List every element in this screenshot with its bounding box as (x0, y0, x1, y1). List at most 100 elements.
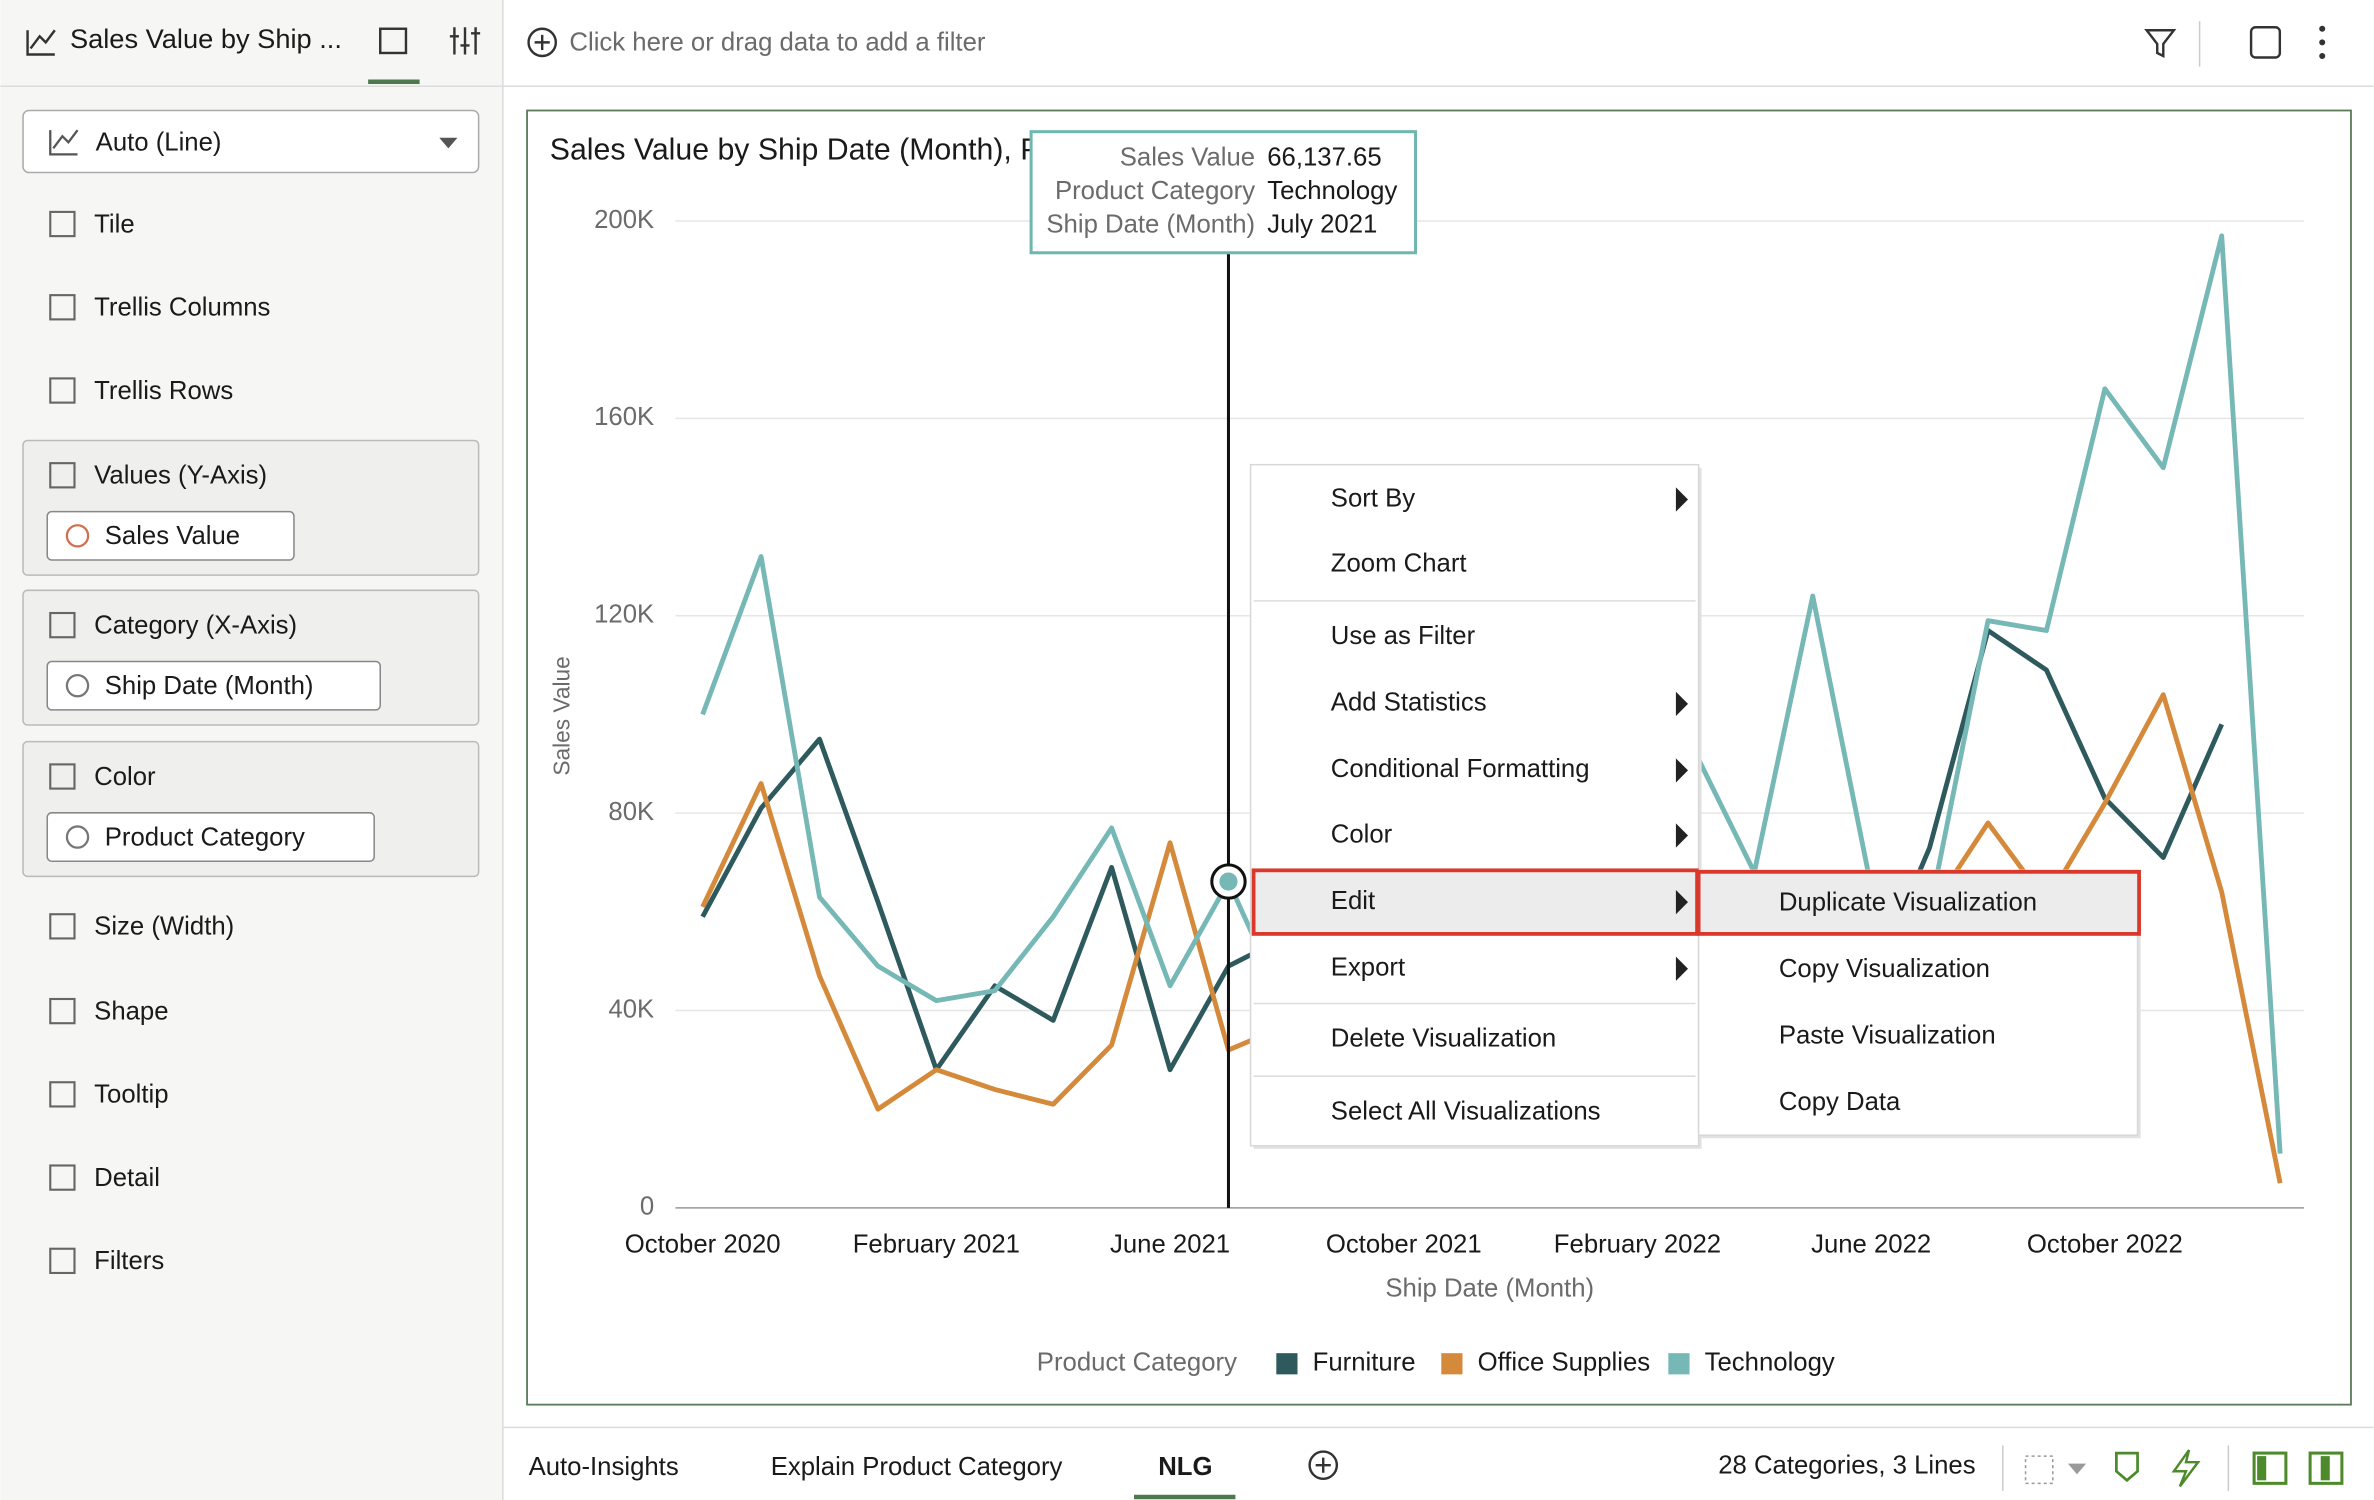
submenu-item[interactable]: Copy Data (1779, 1088, 1901, 1116)
tooltip-label: Product Category (1055, 177, 1255, 205)
x-tick-label: June 2022 (1811, 1231, 1931, 1259)
tooltip-value: 66,137.65 (1267, 144, 1381, 172)
menu-item[interactable]: Edit (1331, 887, 1375, 915)
grammar-item[interactable]: Color (94, 763, 156, 791)
menu-item[interactable]: Color (1331, 820, 1393, 848)
field-icon (65, 524, 90, 548)
tooltip-value: Technology (1267, 177, 1397, 205)
context-menu (1249, 463, 1700, 1147)
grammar-item[interactable]: Detail (94, 1164, 160, 1192)
y-tick-label: 200K (594, 206, 654, 234)
item-icon (49, 763, 76, 790)
field-name[interactable]: Product Category (105, 823, 305, 851)
menu-item-highlight (1251, 868, 1699, 936)
panel-right-icon[interactable] (2308, 1451, 2344, 1485)
grammar-item[interactable]: Filters (94, 1247, 164, 1275)
grammar-item[interactable]: Values (Y-Axis) (94, 462, 267, 490)
more-dot[interactable] (2319, 25, 2326, 32)
grammar-item[interactable]: Trellis Rows (94, 377, 233, 405)
menu-item[interactable]: Sort By (1331, 484, 1415, 512)
legend-label[interactable]: Technology (1705, 1349, 1835, 1377)
item-icon (49, 1081, 76, 1108)
more-dot[interactable] (2319, 39, 2326, 46)
grammar-item[interactable]: Shape (94, 997, 168, 1025)
canvas-icon[interactable] (2249, 26, 2282, 59)
footer-tab[interactable]: NLG (1158, 1453, 1212, 1481)
item-icon (49, 462, 76, 489)
properties-tab-icon[interactable] (449, 27, 481, 55)
field-pill[interactable] (46, 660, 381, 711)
tooltip (1029, 130, 1418, 255)
menu-item[interactable]: Delete Visualization (1331, 1025, 1556, 1053)
menu-item[interactable]: Add Statistics (1331, 689, 1487, 717)
submenu-arrow (1675, 956, 1689, 981)
format-icon[interactable] (2115, 1451, 2139, 1483)
grammar-item[interactable]: Category (X-Axis) (94, 611, 297, 639)
x-tick-label: October 2022 (2027, 1231, 2183, 1259)
x-tick-label: February 2021 (853, 1231, 1020, 1259)
chart-type-select[interactable] (22, 109, 480, 174)
item-icon (49, 377, 76, 404)
legend-swatch[interactable] (1276, 1353, 1298, 1375)
item-icon (49, 210, 76, 238)
hover-marker-core (1219, 872, 1238, 891)
chart-type[interactable]: Auto (Line) (96, 129, 222, 157)
grammar-item[interactable]: Tooltip (94, 1081, 168, 1109)
grammar-item[interactable]: Tile (94, 210, 135, 238)
filter-icon[interactable] (2144, 29, 2177, 58)
submenu-arrow (1675, 487, 1689, 512)
line-icon (26, 29, 56, 56)
x-tick-label: June 2021 (1110, 1231, 1230, 1259)
legend-swatch[interactable] (1668, 1353, 1690, 1375)
x-tick-label: October 2020 (625, 1231, 781, 1259)
field-icon (65, 673, 90, 698)
add-tab-icon[interactable] (1308, 1450, 1339, 1481)
panel-left-icon[interactable] (2252, 1451, 2288, 1485)
submenu-item[interactable]: Paste Visualization (1779, 1022, 1996, 1050)
field-name[interactable]: Sales Value (105, 522, 240, 550)
footer-tab[interactable]: Auto-Insights (529, 1453, 679, 1481)
add-filter-icon[interactable] (527, 27, 558, 58)
submenu-arrow (1675, 758, 1689, 783)
insights-icon[interactable] (2171, 1449, 2201, 1488)
field-name[interactable]: Ship Date (Month) (105, 672, 314, 700)
grammar-item[interactable]: Trellis Columns (94, 294, 270, 322)
menu-item[interactable]: Zoom Chart (1331, 549, 1467, 577)
field-pill[interactable] (46, 812, 375, 863)
footer-tab[interactable]: Explain Product Category (771, 1453, 1063, 1481)
field-icon (65, 825, 90, 849)
y-axis-title: Sales Value (548, 656, 574, 775)
submenu-item[interactable]: Copy Visualization (1779, 955, 1990, 983)
grammar-tab-icon[interactable] (379, 27, 408, 55)
field-pill[interactable] (46, 510, 295, 561)
legend-label[interactable]: Furniture (1313, 1349, 1416, 1377)
menu-item[interactable]: Export (1331, 954, 1405, 982)
legend-swatch[interactable] (1441, 1353, 1463, 1375)
item-icon (49, 1247, 76, 1275)
y-tick-label: 120K (594, 601, 654, 629)
filter-hint[interactable]: Click here or drag data to add a filter (569, 29, 985, 57)
dropdown-arrow (439, 137, 458, 149)
menu-item[interactable]: Conditional Formatting (1331, 755, 1590, 783)
grammar-item[interactable]: Size (Width) (94, 913, 234, 941)
legend-title: Product Category (1037, 1349, 1237, 1377)
tooltip-label: Ship Date (Month) (1046, 210, 1255, 238)
x-tick-label: October 2021 (1326, 1231, 1482, 1259)
x-tick-label: February 2022 (1554, 1231, 1721, 1259)
menu-item[interactable]: Use as Filter (1331, 622, 1476, 650)
add-filter-plus (534, 34, 550, 50)
item-icon (49, 913, 76, 940)
legend-label[interactable]: Office Supplies (1478, 1349, 1651, 1377)
submenu-arrow (1675, 890, 1689, 915)
add-tab-plus (1315, 1457, 1331, 1473)
x-axis-title: Ship Date (Month) (1385, 1274, 1594, 1302)
status-text: 28 Categories, 3 Lines (1718, 1451, 1975, 1479)
layout-icon[interactable] (2024, 1455, 2054, 1485)
more-dot[interactable] (2319, 52, 2326, 60)
submenu-highlight (1696, 869, 2141, 936)
submenu-item[interactable]: Duplicate Visualization (1779, 888, 2037, 916)
viz-title[interactable]: Sales Value by Ship ... (70, 23, 342, 54)
menu-item[interactable]: Select All Visualizations (1331, 1097, 1601, 1125)
